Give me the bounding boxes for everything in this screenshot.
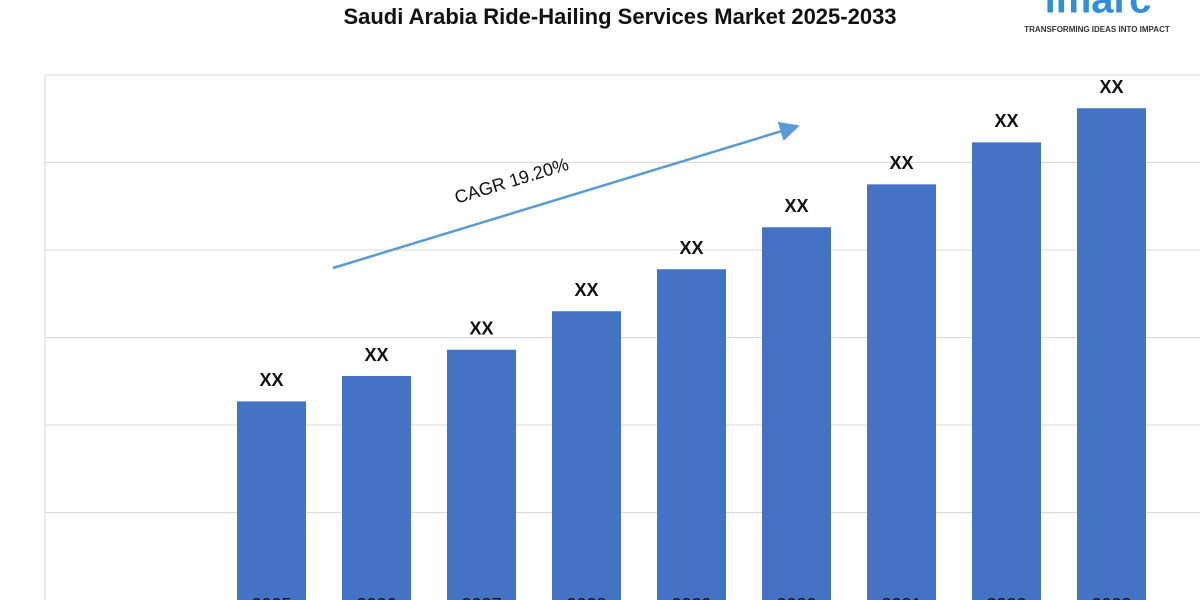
value-label: XX bbox=[469, 319, 493, 339]
cagr-arrow bbox=[332, 121, 800, 270]
x-tick-label: 2029 bbox=[671, 595, 711, 600]
bars: XX 2025 XX 2026 XX 2027 XX 2028 XX 2029 XX 2030 XX 20… bbox=[237, 77, 1146, 600]
value-label: XX bbox=[889, 153, 913, 173]
bar bbox=[237, 401, 306, 600]
value-label: XX bbox=[994, 111, 1018, 131]
x-tick-label: 2025 bbox=[251, 595, 291, 600]
bar bbox=[657, 269, 726, 600]
x-tick-label: 2026 bbox=[356, 595, 396, 600]
chart-title: Saudi Arabia Ride-Hailing Services Marke… bbox=[343, 4, 896, 29]
logo-tagline: TRANSFORMING IDEAS INTO IMPACT bbox=[1024, 25, 1170, 34]
logo-name: imarc bbox=[1045, 0, 1152, 22]
bar bbox=[342, 376, 411, 600]
value-label: XX bbox=[679, 238, 703, 258]
bar bbox=[447, 349, 516, 600]
x-tick-label: 2033 bbox=[1091, 595, 1131, 600]
value-label: XX bbox=[784, 196, 808, 216]
x-tick-label: 2032 bbox=[986, 595, 1026, 600]
x-tick-label: 2027 bbox=[461, 595, 501, 600]
value-label: XX bbox=[574, 280, 598, 300]
bar bbox=[972, 142, 1041, 600]
value-label: XX bbox=[259, 370, 283, 390]
x-tick-label: 2028 bbox=[566, 595, 606, 600]
bar bbox=[1077, 108, 1146, 600]
bar bbox=[867, 184, 936, 600]
x-tick-label: 2030 bbox=[776, 595, 816, 600]
value-label: XX bbox=[364, 345, 388, 365]
bar bbox=[552, 311, 621, 600]
bar bbox=[762, 227, 831, 600]
x-tick-label: 2031 bbox=[881, 595, 921, 600]
value-label: XX bbox=[1099, 77, 1123, 97]
